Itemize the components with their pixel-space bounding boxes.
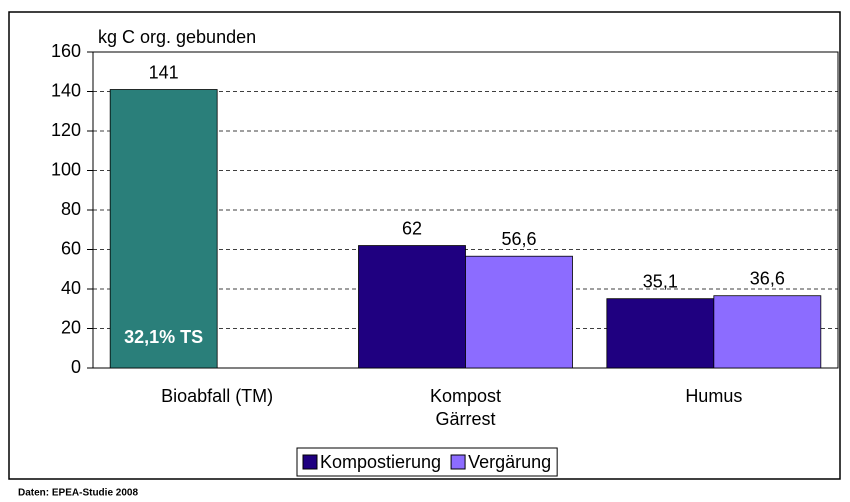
legend-swatch [450, 454, 466, 470]
bar [713, 295, 822, 369]
y-tick-label: 140 [51, 80, 81, 100]
x-tick-label: Kompost Gärrest [429, 386, 502, 429]
x-tick-label: Bioabfall (TM) [161, 386, 274, 406]
value-label: 56,6 [501, 229, 536, 249]
value-label: 35,1 [643, 271, 678, 291]
source: Daten: EPEA-Studie 2008 [18, 488, 138, 499]
bar [606, 298, 715, 369]
y-tick-label: 0 [71, 357, 81, 377]
annotation: 32,1% TS [124, 327, 203, 347]
y-tick-label: 100 [51, 159, 81, 179]
y-axis-label: kg C org. gebunden [98, 27, 256, 47]
y-tick-label: 20 [61, 317, 81, 337]
value-label: 62 [402, 218, 422, 238]
legend-label: Vergärung [468, 452, 551, 472]
y-tick-label: 40 [61, 278, 81, 298]
y-tick-label: 80 [61, 199, 81, 219]
legend-swatch [302, 454, 318, 470]
y-tick-label: 60 [61, 238, 81, 258]
y-tick-label: 120 [51, 120, 81, 140]
value-label: 36,6 [750, 268, 785, 288]
legend-box [296, 447, 558, 477]
bar [109, 89, 218, 369]
frame [8, 11, 841, 480]
bar [358, 245, 466, 369]
legend-label: Kompostierung [320, 452, 441, 472]
bar [465, 255, 573, 369]
x-tick-label: Humus [685, 386, 743, 406]
value-label: 141 [149, 62, 179, 82]
y-tick-label: 160 [51, 41, 81, 61]
